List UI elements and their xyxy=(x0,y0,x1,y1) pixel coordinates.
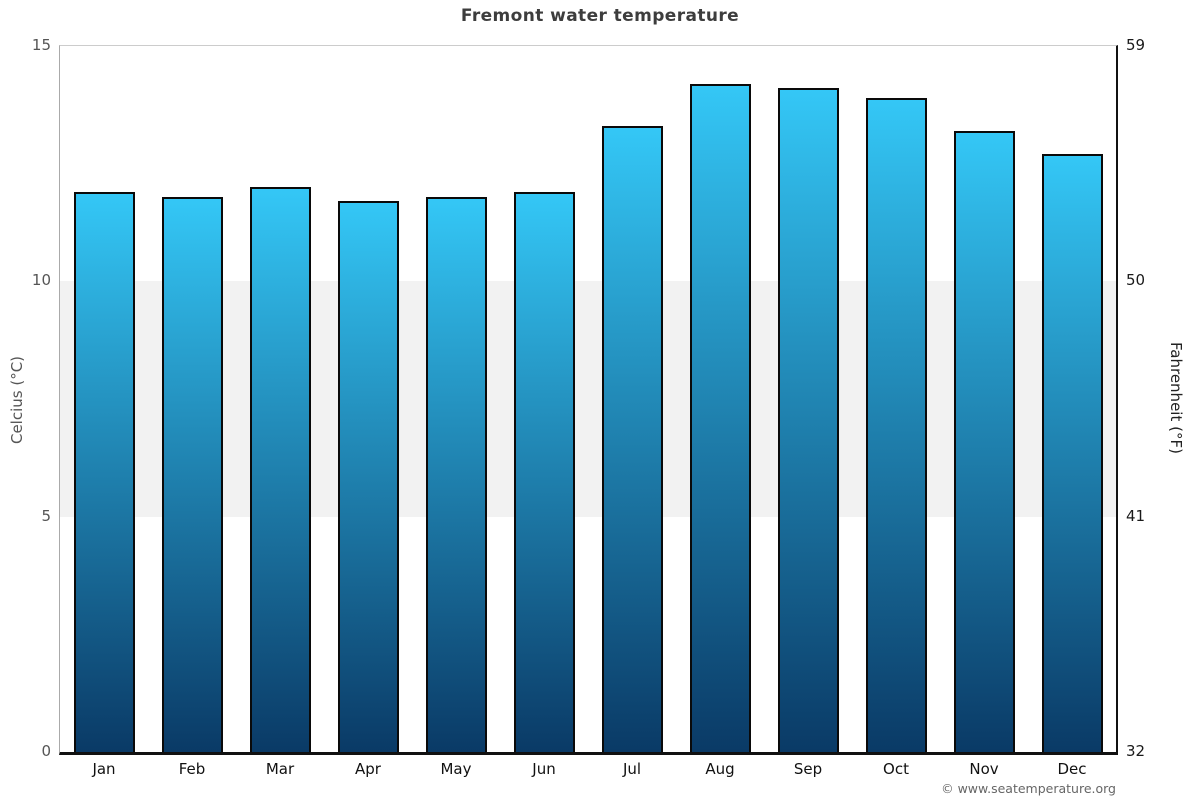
month-label-jun: Jun xyxy=(532,760,556,778)
month-label-apr: Apr xyxy=(355,760,381,778)
month-label-sep: Sep xyxy=(793,760,823,778)
bar-may xyxy=(425,196,487,752)
bar-dec xyxy=(1041,154,1103,752)
month-label-dec: Dec xyxy=(1057,760,1087,778)
month-label-feb: Feb xyxy=(178,760,206,778)
left-axis-title: Celcius (°C) xyxy=(8,355,26,445)
left-tick-15: 15 xyxy=(31,36,51,54)
right-tick-41: 41 xyxy=(1126,506,1146,525)
bar-nov xyxy=(953,130,1015,752)
bar-feb xyxy=(161,196,223,752)
bar-apr xyxy=(337,201,399,752)
month-label-mar: Mar xyxy=(265,760,295,778)
plot-area xyxy=(59,45,1118,755)
chart-title: Fremont water temperature xyxy=(460,6,740,26)
left-tick-10: 10 xyxy=(31,271,51,290)
right-tick-32: 32 xyxy=(1126,742,1146,760)
month-label-nov: Nov xyxy=(969,760,999,778)
right-tick-59: 59 xyxy=(1126,36,1146,54)
right-axis-title: Fahrenheit (°F) xyxy=(1167,342,1185,454)
month-label-aug: Aug xyxy=(705,760,735,778)
shaded-band-5-10 xyxy=(60,281,1116,517)
bar-sep xyxy=(777,88,839,752)
copyright-credit: © www.seatemperature.org xyxy=(941,781,1116,796)
bar-oct xyxy=(865,97,927,752)
left-tick-5: 5 xyxy=(41,506,51,525)
bar-aug xyxy=(689,83,751,752)
bar-jul xyxy=(601,126,663,752)
right-tick-50: 50 xyxy=(1126,271,1146,290)
bar-jan xyxy=(73,191,135,752)
left-tick-0: 0 xyxy=(41,742,51,760)
month-label-oct: Oct xyxy=(883,760,909,778)
month-label-may: May xyxy=(440,760,472,778)
month-label-jul: Jul xyxy=(622,760,642,778)
month-label-jan: Jan xyxy=(92,760,116,778)
bar-mar xyxy=(249,187,311,752)
bar-jun xyxy=(513,191,575,752)
